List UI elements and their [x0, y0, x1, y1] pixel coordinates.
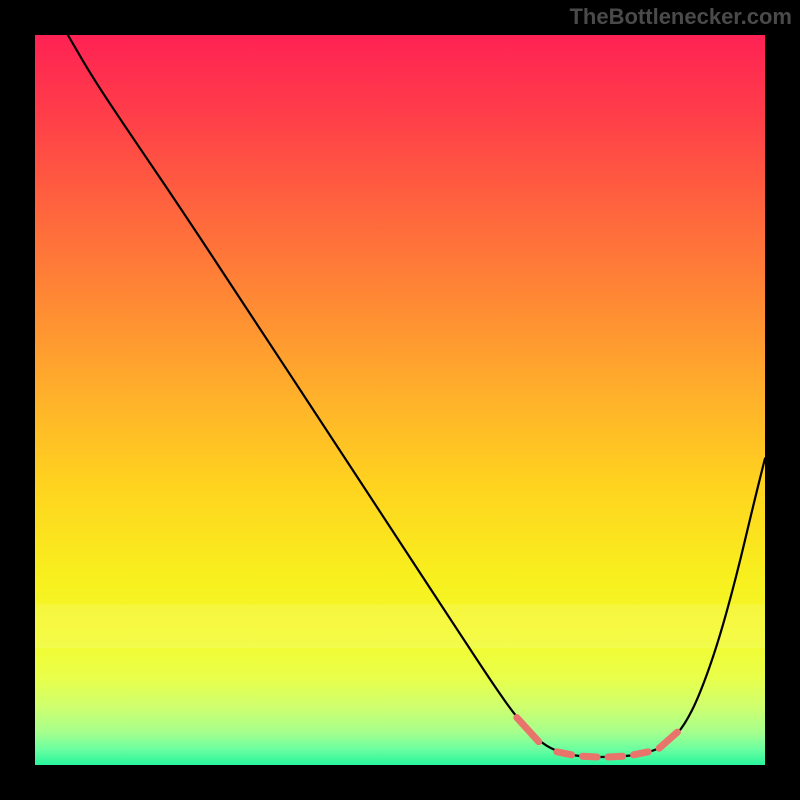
- plot-area: [35, 35, 765, 765]
- overlay-dash: [634, 752, 649, 755]
- watermark-text: TheBottlenecker.com: [569, 4, 792, 30]
- chart-container: TheBottlenecker.com: [0, 0, 800, 800]
- overlay-dash: [608, 756, 623, 757]
- pale-band: [35, 604, 765, 648]
- gradient-background: [35, 35, 765, 765]
- overlay-dash: [583, 756, 598, 757]
- chart-svg: [35, 35, 765, 765]
- overlay-dash: [557, 752, 572, 755]
